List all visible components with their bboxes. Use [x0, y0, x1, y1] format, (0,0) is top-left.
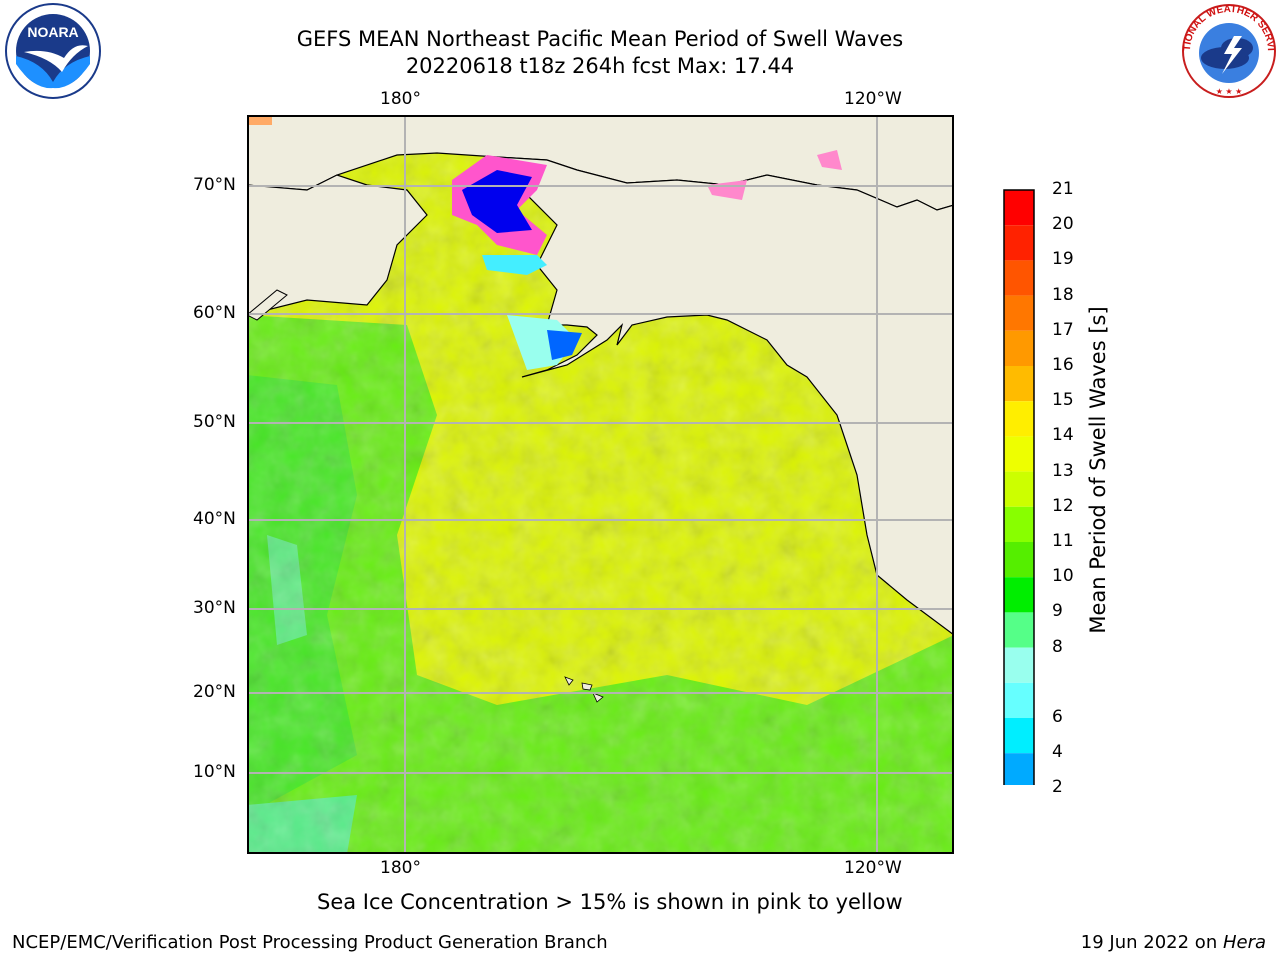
map-frame [247, 115, 954, 854]
colorbar-tick-label: 20 [1052, 214, 1074, 235]
map-panel [247, 115, 954, 854]
graticule [247, 115, 954, 854]
lon-label-top-120w: 120°W [844, 89, 902, 109]
title-line-2: 20220618 t18z 264h fcst Max: 17.44 [405, 54, 795, 78]
sea-ice-arctic-2 [817, 150, 842, 170]
colorbar-tick-label: 17 [1052, 319, 1074, 340]
colorbar-tick-label: 12 [1052, 495, 1074, 516]
nws-logo: NATIONAL WEATHER SERVICE ★ ★ ★ [1180, 2, 1276, 98]
svg-text:★ ★ ★: ★ ★ ★ [1216, 87, 1243, 96]
colorbar-segment [1004, 753, 1034, 785]
colorbar [1003, 189, 1035, 785]
colorbar-tick-label: 18 [1052, 284, 1074, 305]
lon-label-bottom-180: 180° [380, 858, 421, 878]
bering-cyan-1 [482, 255, 547, 275]
colorbar-segment [1004, 577, 1034, 613]
colorbar-tick-label: 4 [1052, 742, 1063, 763]
colorbar-segment [1004, 366, 1034, 402]
footer-host: Hera [1222, 932, 1266, 953]
footer-date: 19 Jun 2022 on Hera [1081, 932, 1266, 953]
lat-label-60n: 60°N [193, 303, 236, 323]
colorbar-segment [1004, 295, 1034, 331]
land-kamchatka [247, 289, 288, 321]
colorbar-segment [1004, 612, 1034, 648]
colorbar-segment [1004, 330, 1034, 366]
bering-blue-patch [547, 330, 582, 360]
colorbar-segment [1004, 506, 1034, 542]
sea-ice-note: Sea Ice Concentration > 15% is shown in … [317, 890, 903, 914]
land-hawaii [564, 676, 604, 703]
colorbar-ticks: 21 20 19 18 17 16 15 14 13 12 11 10 9 8 6 4 2 [1052, 179, 1092, 797]
colorbar-segment [1004, 471, 1034, 507]
lat-label-20n: 20°N [193, 682, 236, 702]
colorbar-segment [1004, 225, 1034, 261]
colorbar-tick-label: 21 [1052, 179, 1074, 199]
colorbar-segment [1004, 436, 1034, 472]
colorbar-segment [1004, 647, 1034, 683]
colorbar-segment [1004, 718, 1034, 754]
colorbar-segment [1004, 682, 1034, 718]
lat-label-10n: 10°N [193, 762, 236, 782]
land-siberia [247, 174, 428, 316]
colorbar-tick-label: 16 [1052, 355, 1074, 375]
colorbar-tick-label: 8 [1052, 636, 1063, 657]
lon-label-bottom-120w: 120°W [844, 858, 902, 878]
colorbar-label: Mean Period of Swell Waves [s] [1086, 306, 1110, 634]
colorbar-tick-label: 10 [1052, 566, 1074, 587]
lat-label-50n: 50°N [193, 412, 236, 432]
colorbar-tick-label: 2 [1052, 777, 1063, 798]
colorbar-tick-label: 19 [1052, 249, 1074, 270]
noaa-logo: NOARA [5, 3, 101, 99]
colorbar-tick-label: 6 [1052, 707, 1063, 727]
colorbar-tick-label: 9 [1052, 601, 1063, 622]
colorbar-tick-label: 14 [1052, 425, 1074, 446]
lon-label-top-180: 180° [380, 89, 421, 109]
sea-ice-corner [247, 115, 272, 125]
colorbar-tick-label: 15 [1052, 390, 1074, 411]
colorbar-segment [1004, 190, 1034, 226]
colorbar-outline [1003, 189, 1035, 785]
footer-credit: NCEP/EMC/Verification Post Processing Pr… [12, 932, 608, 953]
lat-label-30n: 30°N [193, 598, 236, 618]
colorbar-tick-label: 13 [1052, 460, 1074, 481]
footer-date-text: 19 Jun 2022 on [1080, 932, 1223, 953]
colorbar-segment [1004, 401, 1034, 437]
noaa-logo-text: NOARA [27, 24, 78, 40]
colorbar-segment [1004, 260, 1034, 296]
lat-label-40n: 40°N [193, 509, 236, 529]
lat-label-70n: 70°N [193, 175, 236, 195]
colorbar-tick-label: 11 [1052, 531, 1074, 551]
colorbar-segment [1004, 542, 1034, 578]
title-line-1: GEFS MEAN Northeast Pacific Mean Period … [296, 27, 904, 51]
